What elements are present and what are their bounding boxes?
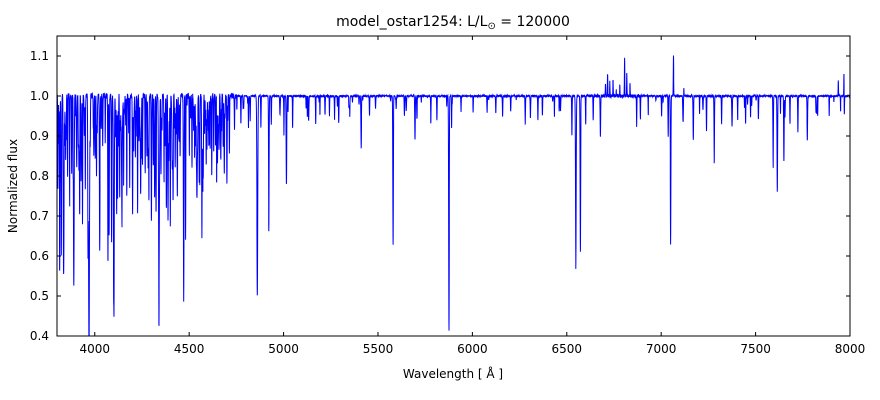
plot-frame — [56, 35, 851, 337]
y-tick-label: 1.0 — [30, 89, 49, 103]
y-tick-label: 0.8 — [30, 169, 49, 183]
x-tick-label: 5000 — [268, 342, 299, 356]
x-tick-label: 6000 — [457, 342, 488, 356]
x-tick-label: 4500 — [174, 342, 205, 356]
x-tick-label: 7000 — [646, 342, 677, 356]
x-tick-label: 8000 — [835, 342, 866, 356]
sun-symbol: ⊙ — [487, 21, 495, 32]
y-tick-label: 0.6 — [30, 249, 49, 263]
y-tick-label: 1.1 — [30, 49, 49, 63]
plot-title-prefix: model_ostar1254: L/L — [336, 14, 488, 30]
plot-area — [57, 36, 850, 336]
y-tick-label: 0.5 — [30, 289, 49, 303]
x-axis-label: Wavelength [ Å ] — [403, 366, 503, 381]
x-tick-label: 5500 — [363, 342, 394, 356]
plot-title: model_ostar1254: L/L⊙ = 120000 — [336, 14, 570, 32]
spectrum-line — [57, 55, 850, 336]
plot-title-suffix: = 120000 — [496, 14, 570, 30]
x-tick-label: 6500 — [552, 342, 583, 356]
y-tick-label: 0.4 — [30, 329, 49, 343]
y-tick-label: 0.7 — [30, 209, 49, 223]
x-tick-label: 4000 — [79, 342, 110, 356]
axis-tick-labels: 4000 4500 5000 5500 6000 6500 7000 7500 8000 0.4 0… — [30, 49, 865, 356]
y-axis-label: Normalized flux — [6, 139, 20, 233]
x-tick-label: 7500 — [740, 342, 771, 356]
y-tick-label: 0.9 — [30, 129, 49, 143]
